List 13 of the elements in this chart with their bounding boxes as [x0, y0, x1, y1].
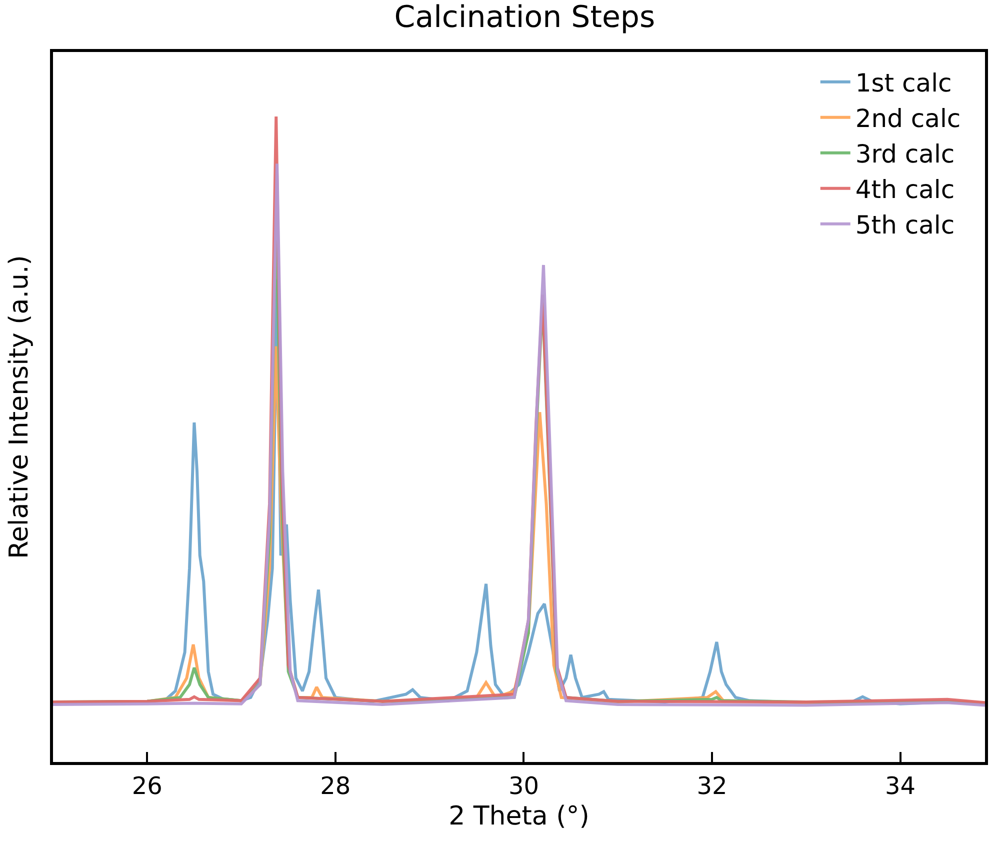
x-tick-label: 26: [132, 772, 162, 800]
x-tick-label: 30: [508, 772, 539, 800]
legend-label: 5th calc: [855, 210, 955, 240]
legend-label: 3rd calc: [855, 140, 955, 169]
x-tick-label: 34: [884, 772, 916, 800]
legend-label: 1st calc: [855, 68, 952, 98]
chart-title: Calcination Steps: [394, 0, 656, 35]
x-tick-label: 28: [320, 772, 351, 800]
x-axis-title: 2 Theta (°): [448, 802, 590, 832]
x-tick-label: 32: [696, 772, 728, 800]
legend-label: 2nd calc: [855, 104, 961, 134]
legend-label: 4th calc: [855, 175, 955, 204]
y-axis-title: Relative Intensity (a.u.): [4, 255, 34, 559]
